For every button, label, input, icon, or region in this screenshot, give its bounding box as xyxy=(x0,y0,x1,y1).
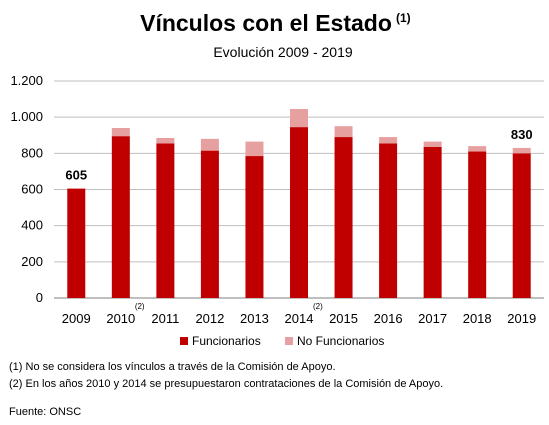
bar-funcionarios-2013 xyxy=(245,156,264,298)
chart-title: Vínculos con el Estado xyxy=(140,10,392,36)
source-note: Fuente: ONSC xyxy=(9,406,82,418)
bar-no-funcionarios-2019 xyxy=(512,147,531,154)
footnote-2: (2) En los años 2010 y 2014 se presupues… xyxy=(9,378,444,390)
legend-funcionarios-swatch xyxy=(180,337,188,345)
y-tick-label-400: 400 xyxy=(21,218,43,233)
data-labels: 605 830 xyxy=(65,127,532,183)
data-label-2019: 830 xyxy=(511,127,533,142)
bar-no-funcionarios-2010 xyxy=(111,128,130,137)
legend-no-funcionarios-label: No Funcionarios xyxy=(297,334,384,345)
x-tick-label-2013: 2013 xyxy=(240,311,269,326)
bar-funcionarios-2015 xyxy=(334,137,353,298)
x-tick-note-2014: (2) xyxy=(313,302,323,311)
chart-subtitle: Evolución 2009 - 2019 xyxy=(213,44,353,60)
x-axis: 2009 2010(2)2011 2012 2013 2014(2)2015 2016 20… xyxy=(62,302,536,326)
x-tick-label-2011: 2011 xyxy=(151,311,179,326)
x-tick-label-2017: 2017 xyxy=(418,311,447,326)
bar-funcionarios-2009 xyxy=(67,188,86,298)
x-tick-label-2009: 2009 xyxy=(62,311,91,326)
y-tick-label-1200: 1.200 xyxy=(10,73,43,88)
y-tick-label-600: 600 xyxy=(21,182,43,197)
bar-no-funcionarios-2017 xyxy=(423,141,442,148)
bar-funcionarios-2017 xyxy=(423,147,442,298)
bar-no-funcionarios-2012 xyxy=(200,138,219,151)
bars xyxy=(67,109,531,298)
x-tick-label-2010: 2010 xyxy=(106,311,135,326)
y-tick-label-1000: 1.000 xyxy=(10,109,43,124)
x-tick-label-2014: 2014 xyxy=(285,311,314,326)
x-tick-label-2012: 2012 xyxy=(195,311,224,326)
bar-no-funcionarios-2016 xyxy=(379,137,398,144)
x-tick-label-2016: 2016 xyxy=(374,311,403,326)
bar-no-funcionarios-2011 xyxy=(156,137,175,144)
bar-funcionarios-2012 xyxy=(200,150,219,298)
y-axis: 0 200 400 600 800 1.000 1.200 xyxy=(10,73,544,305)
bar-no-funcionarios-2013 xyxy=(245,141,264,157)
footnote-1: (1) No se considera los vínculos a travé… xyxy=(9,361,336,373)
bar-funcionarios-2011 xyxy=(156,143,175,298)
bar-funcionarios-2014 xyxy=(290,127,308,298)
x-tick-label-2019: 2019 xyxy=(507,311,536,326)
x-tick-label-2015: 2015 xyxy=(329,311,358,326)
chart: Vínculos con el Estado (1) Evolución 200… xyxy=(10,10,544,345)
bar-funcionarios-2016 xyxy=(379,143,398,298)
data-label-2009: 605 xyxy=(65,168,87,183)
bar-no-funcionarios-2014 xyxy=(290,109,308,128)
legend-funcionarios-label: Funcionarios xyxy=(192,334,261,345)
y-tick-label-800: 800 xyxy=(21,145,43,160)
bar-no-funcionarios-2015 xyxy=(334,126,353,138)
legend-no-funcionarios-swatch xyxy=(285,337,293,345)
x-tick-note-2010: (2) xyxy=(135,302,145,311)
bar-funcionarios-2019 xyxy=(512,153,531,298)
chart-title-note: (1) xyxy=(396,11,411,25)
bar-funcionarios-2018 xyxy=(468,151,487,298)
legend: Funcionarios No Funcionarios xyxy=(180,334,384,345)
y-tick-label-0: 0 xyxy=(36,290,43,305)
bar-no-funcionarios-2018 xyxy=(468,146,487,152)
x-tick-label-2018: 2018 xyxy=(463,311,492,326)
bar-funcionarios-2010 xyxy=(111,136,130,298)
y-tick-label-200: 200 xyxy=(21,254,43,269)
